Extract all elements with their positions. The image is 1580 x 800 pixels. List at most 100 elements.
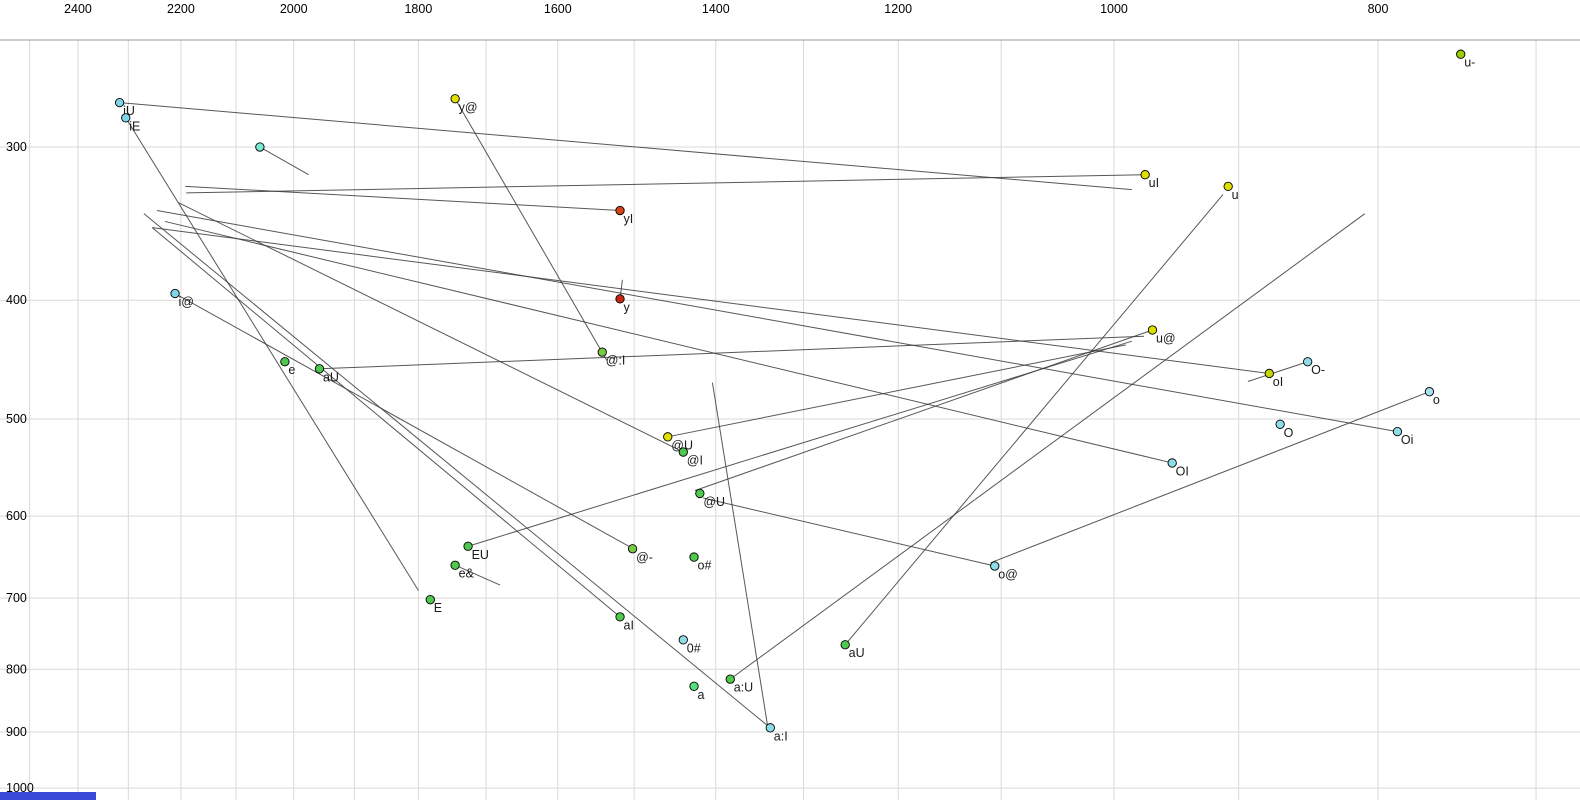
data-point[interactable]: [678, 447, 688, 457]
trajectory-line: [319, 335, 1144, 370]
trajectory-line: [990, 391, 1430, 564]
data-point[interactable]: [1303, 357, 1313, 367]
point-label: y: [624, 300, 631, 314]
trajectory-line: [125, 117, 419, 591]
data-point[interactable]: [1275, 419, 1285, 429]
point-label: @U: [671, 438, 693, 452]
point-label: y@: [459, 100, 478, 114]
trajectory-line: [694, 329, 1153, 492]
point-label: Oi: [1401, 433, 1414, 447]
point-label: aU: [323, 370, 339, 384]
y-tick-label: 900: [6, 725, 27, 739]
point-label: iU: [123, 104, 135, 118]
trajectory-line: [178, 202, 684, 453]
data-point[interactable]: [1392, 426, 1403, 437]
y-tick-label: 700: [6, 591, 27, 605]
data-point[interactable]: [170, 288, 180, 299]
point-label: EU: [472, 548, 489, 562]
data-point[interactable]: [1456, 49, 1466, 59]
data-point[interactable]: [597, 347, 607, 357]
point-label: aI: [624, 618, 634, 632]
data-point[interactable]: [463, 541, 473, 551]
x-tick-label: 800: [1368, 2, 1389, 16]
data-point[interactable]: [765, 723, 775, 733]
data-point[interactable]: [689, 681, 699, 691]
data-point[interactable]: [615, 612, 625, 622]
data-point[interactable]: [425, 595, 435, 605]
y-tick-label: 400: [6, 293, 27, 307]
data-point[interactable]: [1424, 387, 1435, 397]
data-point[interactable]: [695, 488, 705, 499]
data-point[interactable]: [1167, 458, 1177, 468]
x-tick-label: 1400: [702, 2, 730, 16]
point-label: u: [1232, 188, 1239, 202]
trajectory-line: [454, 564, 501, 586]
data-point[interactable]: [450, 94, 460, 104]
point-label: a:I: [774, 729, 788, 743]
trajectory-line: [186, 174, 1146, 194]
point-label: u-: [1464, 56, 1475, 70]
data-point[interactable]: [121, 113, 131, 123]
x-tick-label: 1800: [404, 2, 432, 16]
data-point[interactable]: [1147, 325, 1158, 335]
x-tick-label: 1200: [884, 2, 912, 16]
x-tick-label: 2000: [280, 2, 308, 16]
trajectory-line: [174, 293, 631, 548]
trajectory-line: [703, 497, 995, 567]
data-point[interactable]: [689, 552, 699, 562]
trajectory-line: [467, 340, 1133, 547]
trajectory-line: [185, 185, 621, 212]
y-tick-label: 800: [6, 662, 27, 676]
trajectory-line: [1247, 361, 1308, 382]
point-label: oI: [1273, 375, 1283, 389]
trajectory-line: [152, 227, 1270, 374]
point-label: o#: [698, 559, 712, 573]
point-label: @-: [636, 550, 653, 564]
trajectory-line: [156, 210, 1398, 433]
x-tick-label: 1600: [544, 2, 572, 16]
data-point[interactable]: [114, 97, 125, 108]
trajectory-line: [454, 98, 608, 361]
point-label: a: [698, 688, 705, 702]
point-label: O: [1284, 426, 1294, 440]
data-point[interactable]: [1223, 181, 1233, 192]
data-point[interactable]: [280, 357, 290, 367]
data-point[interactable]: [678, 635, 688, 645]
data-point[interactable]: [990, 561, 1000, 571]
data-point[interactable]: [314, 364, 325, 374]
selection-bar[interactable]: [0, 792, 96, 800]
point-label: yI: [624, 212, 634, 226]
data-point[interactable]: [615, 205, 625, 216]
data-point[interactable]: [1140, 170, 1150, 180]
trajectory-line: [729, 213, 1366, 680]
trajectory-line: [667, 344, 1126, 438]
data-point[interactable]: [1264, 368, 1274, 379]
point-label: o@: [998, 568, 1018, 582]
y-tick-label: 1000: [6, 781, 34, 795]
point-label: uI: [1149, 176, 1159, 190]
trajectory-line: [164, 220, 1173, 464]
point-label: iE: [129, 119, 140, 133]
trajectory-line: [151, 227, 621, 618]
point-label: 0#: [687, 641, 701, 655]
point-label: @U: [703, 495, 725, 509]
data-point[interactable]: [615, 294, 625, 304]
data-point[interactable]: [450, 560, 460, 570]
point-label: a:U: [734, 681, 753, 695]
trajectory-line: [844, 194, 1224, 646]
point-label: e: [288, 363, 295, 377]
point-label: aU: [849, 646, 865, 660]
data-point[interactable]: [627, 544, 638, 554]
x-tick-label: 2200: [167, 2, 195, 16]
data-point[interactable]: [255, 142, 265, 152]
point-label: E: [434, 601, 442, 615]
point-label: O-: [1311, 363, 1325, 377]
trajectory-line: [143, 213, 771, 729]
data-point[interactable]: [663, 432, 673, 442]
data-point[interactable]: [840, 640, 850, 650]
point-label: e&: [459, 567, 475, 581]
y-tick-label: 300: [6, 140, 27, 154]
data-point[interactable]: [725, 674, 735, 684]
